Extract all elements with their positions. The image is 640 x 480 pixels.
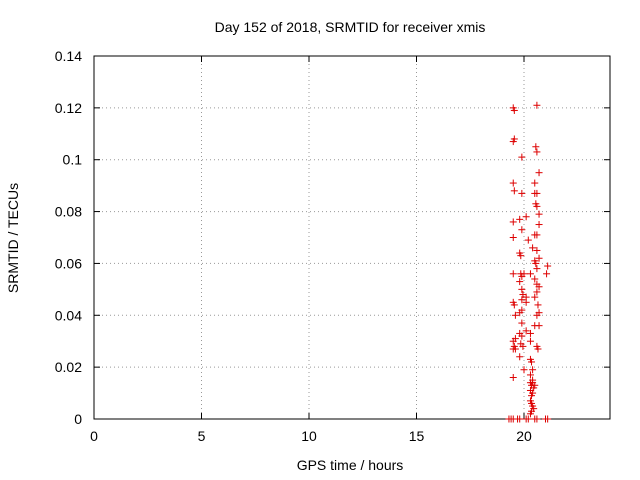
data-point [522, 213, 530, 221]
data-point [522, 327, 530, 335]
data-point [535, 283, 543, 291]
data-point [518, 226, 526, 234]
grid [94, 56, 610, 419]
data-point [526, 329, 534, 337]
data-point [520, 366, 528, 374]
data-point [531, 293, 539, 301]
y-axis-label: SRMTID / TECUs [5, 183, 21, 293]
data-point [509, 218, 517, 226]
x-tick-label: 0 [90, 428, 98, 444]
data-point [518, 153, 526, 161]
data-point [533, 265, 541, 273]
data-point [544, 415, 552, 423]
x-tick-label: 20 [516, 428, 532, 444]
y-tick-label: 0.02 [55, 359, 82, 375]
data-point [517, 252, 525, 260]
data-point [533, 148, 541, 156]
data-point [516, 353, 524, 361]
data-point [509, 345, 517, 353]
data-point [522, 298, 530, 306]
data-point [533, 101, 541, 109]
y-tick-label: 0 [74, 411, 82, 427]
data-point [533, 231, 541, 239]
data-point [516, 215, 524, 223]
data-point [533, 288, 541, 296]
data-point [535, 169, 543, 177]
data-point [510, 301, 518, 309]
x-axis-label: GPS time / hours [297, 457, 404, 473]
data-point [518, 306, 526, 314]
data-point [518, 189, 526, 197]
data-point [535, 221, 543, 229]
data-point [511, 311, 519, 319]
data-point [509, 179, 517, 187]
data-point [531, 275, 539, 283]
x-tick-label: 5 [198, 428, 206, 444]
data-point [519, 342, 527, 350]
data-point [533, 189, 541, 197]
y-tick-label: 0.14 [55, 48, 82, 64]
y-tick-label: 0.08 [55, 204, 82, 220]
data-point [528, 392, 536, 400]
data-point [509, 234, 517, 241]
x-tick-label: 15 [409, 428, 425, 444]
data-point [518, 296, 526, 304]
y-tick-label: 0.06 [55, 255, 82, 271]
x-tick-label: 10 [301, 428, 317, 444]
data-point [518, 319, 526, 327]
y-tick-label: 0.04 [55, 307, 82, 323]
data-point [533, 246, 541, 254]
data-point [518, 332, 526, 340]
data-point [509, 270, 517, 278]
data-point [524, 415, 532, 423]
data-point [529, 376, 537, 384]
data-point [510, 106, 518, 114]
data-point [532, 259, 540, 267]
data-point [534, 345, 542, 353]
data-point [533, 415, 541, 423]
data-point [543, 270, 551, 278]
y-tick-label: 0.1 [63, 152, 83, 168]
data-point [531, 179, 539, 187]
chart-title: Day 152 of 2018, SRMTID for receiver xmi… [215, 19, 486, 35]
data-point [535, 322, 543, 330]
data-point [509, 374, 517, 382]
data-point [535, 309, 543, 317]
data-point [526, 337, 534, 345]
data-point [510, 135, 518, 143]
data-points [505, 101, 552, 423]
data-point [516, 415, 524, 423]
data-point [510, 187, 518, 195]
data-point [524, 236, 532, 244]
y-tick-label: 0.12 [55, 100, 82, 116]
data-point [526, 410, 534, 418]
data-point [509, 337, 517, 345]
axis-ticks: 0 5 10 15 20 0 0.02 0.04 0.06 0.08 0.1 0.12 0.14 [55, 48, 610, 444]
data-point [529, 366, 537, 374]
data-point [533, 202, 541, 210]
data-point [520, 270, 528, 278]
data-point [526, 270, 534, 278]
data-point [526, 371, 534, 379]
data-point [535, 254, 543, 262]
data-point [544, 262, 552, 270]
data-point [516, 278, 524, 286]
plot-frame [93, 55, 611, 420]
data-point [518, 285, 526, 293]
data-point [528, 358, 536, 366]
data-point [534, 301, 542, 309]
data-point [529, 244, 537, 252]
data-point [532, 143, 540, 151]
data-point [535, 210, 543, 218]
data-point [531, 381, 539, 389]
